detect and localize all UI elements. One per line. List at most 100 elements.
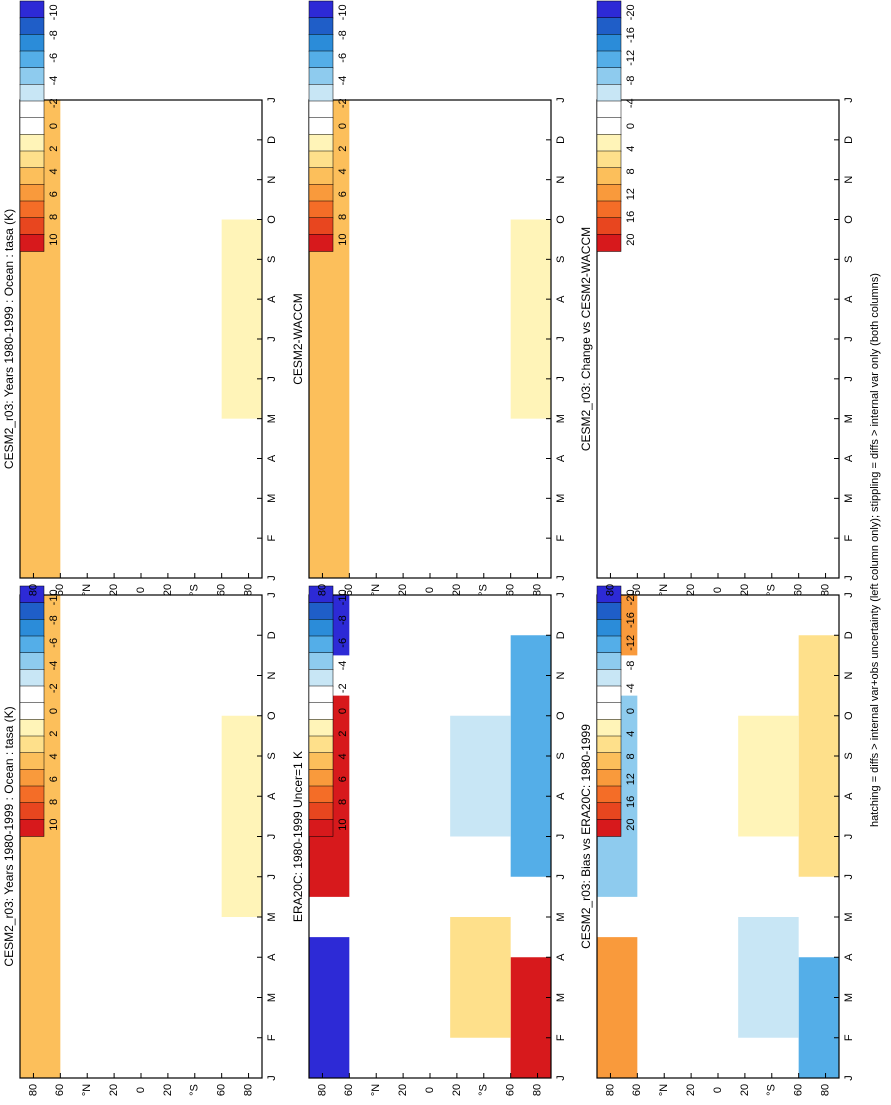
lat-tick-label: 60: [631, 584, 643, 596]
month-tick-label: A: [843, 454, 855, 462]
colorbar-tick-label: -2: [48, 683, 60, 693]
lat-tick-label: 80: [316, 584, 328, 596]
colorbar-segment: [19, 84, 45, 102]
colorbar-segment: [596, 34, 622, 52]
lat-tick-label: 60: [505, 1084, 517, 1096]
lat-tick-label: 60: [793, 584, 805, 596]
month-tick-label: J: [843, 834, 855, 840]
month-tick-label: M: [555, 993, 567, 1002]
month-tick-label: D: [843, 136, 855, 144]
month-tick-label: A: [266, 295, 278, 303]
month-tick-label: J: [555, 874, 567, 880]
colorbar-tick-label: 0: [48, 123, 60, 129]
colorbar-tick-label: 6: [337, 776, 349, 782]
month-tick-label: F: [843, 1034, 855, 1041]
colorbar-segment: [19, 735, 45, 754]
colorbar-tick-label: -8: [625, 76, 637, 86]
colorbar-segment: [19, 17, 45, 36]
colorbar-tick-label: -2: [337, 98, 349, 108]
month-tick-label: D: [555, 631, 567, 639]
colorbar-tick-label: -8: [48, 30, 60, 40]
lat-tick-label: °S: [766, 1084, 778, 1096]
colorbar-segment: [308, 752, 334, 771]
colorbar-segment: [308, 802, 334, 821]
field-zone-4-0: [450, 917, 511, 1038]
colorbar-segment: [308, 167, 334, 186]
colorbar-segment: [308, 150, 334, 169]
lat-tick-label: 20: [685, 1084, 697, 1096]
colorbar-segment: [596, 685, 622, 704]
colorbar-tick-label: 10: [48, 234, 60, 246]
lat-tick-label: °N: [658, 1084, 670, 1096]
month-tick-label: A: [555, 295, 567, 303]
colorbar-tick-label: 10: [337, 819, 349, 831]
colorbar-segment: [596, 67, 622, 86]
colorbar-tick-label: -10: [48, 589, 60, 605]
field-zone-3-0: [510, 635, 551, 877]
lat-tick-label: 20: [739, 584, 751, 596]
lat-tick-label: 20: [162, 1084, 174, 1096]
month-tick-label: J: [555, 97, 567, 103]
colorbar-segment: [596, 635, 622, 654]
month-tick-label: M: [843, 993, 855, 1002]
colorbar-tick-label: 8: [337, 799, 349, 805]
month-tick-label: S: [555, 256, 567, 263]
month-tick-label: M: [555, 414, 567, 423]
month-tick-label: J: [843, 592, 855, 598]
colorbar-segment: [308, 819, 334, 837]
month-tick-label: F: [555, 1034, 567, 1041]
colorbar-segment: [596, 50, 622, 69]
month-tick-label: A: [843, 953, 855, 961]
panel-title: CESM2-WACCM: [291, 293, 305, 385]
colorbar-segment: [308, 602, 334, 621]
colorbar-tick-label: -6: [48, 638, 60, 648]
month-tick-label: F: [266, 1034, 278, 1041]
month-tick-label: D: [266, 136, 278, 144]
field-zone-0-0: [309, 937, 350, 1078]
lat-tick-label: 60: [793, 1084, 805, 1096]
lat-tick-label: 80: [531, 584, 543, 596]
colorbar-tick-label: -8: [337, 615, 349, 625]
colorbar-segment: [19, 117, 45, 136]
colorbar-tick-label: -4: [625, 98, 637, 108]
colorbar-tick-label: -4: [337, 76, 349, 86]
colorbar-segment: [596, 134, 622, 152]
month-tick-label: J: [266, 97, 278, 103]
month-tick-label: D: [266, 631, 278, 639]
colorbar-tick-label: -8: [625, 661, 637, 671]
colorbar-tick-label: 8: [625, 753, 637, 759]
panel-title: CESM2_r03: Years 1980-1999 : Ocean : tas…: [2, 209, 16, 469]
colorbar-segment: [308, 200, 334, 219]
colorbar-segment: [19, 0, 45, 19]
colorbar-tick-label: -10: [337, 4, 349, 20]
colorbar-tick-label: -4: [48, 76, 60, 86]
colorbar-tick-label: 0: [625, 123, 637, 129]
month-tick-label: A: [266, 454, 278, 462]
lat-tick-label: °N: [658, 584, 670, 596]
month-tick-label: M: [266, 494, 278, 503]
colorbar-tick-label: -8: [48, 615, 60, 625]
month-tick-label: M: [266, 414, 278, 423]
colorbar-tick-label: 20: [625, 234, 637, 246]
lat-tick-label: 60: [631, 1084, 643, 1096]
lat-tick-label: 60: [216, 1084, 228, 1096]
colorbar-segment: [19, 150, 45, 169]
lat-tick-label: 80: [819, 584, 831, 596]
colorbar-segment: [308, 685, 334, 704]
month-tick-label: J: [555, 834, 567, 840]
colorbar-segment: [596, 167, 622, 186]
colorbar-segment: [19, 669, 45, 687]
colorbar-segment: [19, 200, 45, 219]
month-tick-label: J: [555, 1075, 567, 1081]
colorbar-segment: [596, 702, 622, 721]
month-tick-label: A: [843, 295, 855, 303]
colorbar-segment: [19, 34, 45, 52]
colorbar-tick-label: -20: [625, 4, 637, 20]
month-tick-label: A: [266, 953, 278, 961]
colorbar-segment: [308, 735, 334, 754]
lat-tick-label: °S: [478, 1084, 490, 1096]
colorbar-segment: [596, 200, 622, 219]
colorbar-tick-label: 4: [48, 168, 60, 174]
